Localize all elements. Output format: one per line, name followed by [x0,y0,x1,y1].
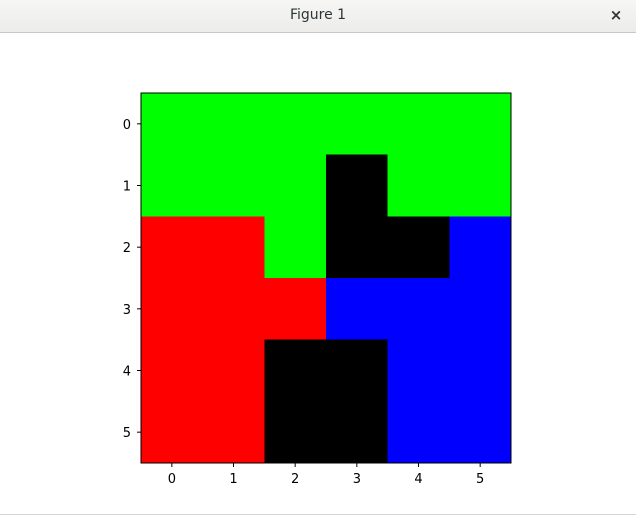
heatmap-cell-3-4 [387,278,450,341]
heatmap-cell-4-5 [449,339,512,402]
y-tick-label-3: 3 [123,303,131,318]
heatmap-cell-3-3 [326,278,389,341]
heatmap-cell-2-0 [141,216,204,279]
y-tick-label-1: 1 [123,180,131,195]
heatmap-cell-2-3 [326,216,389,279]
heatmap-cell-5-3 [326,401,389,464]
heatmap-cell-4-2 [264,339,327,402]
heatmap-cell-4-0 [141,339,204,402]
heatmap-cell-4-1 [202,339,265,402]
heatmap-cell-2-1 [202,216,265,279]
x-tick-label-0: 0 [168,472,176,487]
heatmap-cell-0-5 [449,93,512,156]
x-tick-label-2: 2 [291,472,299,487]
y-tick-label-2: 2 [123,241,131,256]
heatmap-cell-5-2 [264,401,327,464]
heatmap-cell-5-0 [141,401,204,464]
heatmap-cell-1-5 [449,154,512,217]
heatmap-cell-1-2 [264,154,327,217]
heatmap-cell-1-3 [326,154,389,217]
heatmap-cell-3-2 [264,278,327,341]
x-tick-label-3: 3 [353,472,361,487]
heatmap-cell-5-4 [387,401,450,464]
figure-canvas: 0 1 2 3 4 5 0 1 2 3 4 5 [0,34,636,514]
x-tick-label-5: 5 [476,472,484,487]
heatmap-plot: 0 1 2 3 4 5 0 1 2 3 4 5 [123,92,512,487]
heatmap-cell-4-3 [326,339,389,402]
heatmap-cell-3-5 [449,278,512,341]
heatmap-cell-1-4 [387,154,450,217]
heatmap-cell-4-4 [387,339,450,402]
heatmap-cell-2-4 [387,216,450,279]
y-tick-label-0: 0 [123,118,131,133]
heatmap-cell-0-2 [264,93,327,156]
window-titlebar: Figure 1 × [0,0,636,33]
heatmap-cell-3-1 [202,278,265,341]
heatmap-cell-0-1 [202,93,265,156]
y-tick-label-5: 5 [123,426,131,441]
window-bottom-border [0,514,636,515]
heatmap-cell-3-0 [141,278,204,341]
heatmap-cell-0-4 [387,93,450,156]
heatmap-cell-5-1 [202,401,265,464]
heatmap-cell-0-3 [326,93,389,156]
heatmap-cell-2-5 [449,216,512,279]
close-icon[interactable]: × [609,6,623,24]
heatmap-cell-5-5 [449,401,512,464]
window-title: Figure 1 [289,7,347,23]
x-tick-label-1: 1 [229,472,237,487]
y-tick-label-4: 4 [123,365,131,380]
heatmap-cell-1-1 [202,154,265,217]
x-tick-label-4: 4 [414,472,422,487]
heatmap-cell-2-2 [264,216,327,279]
heatmap-cell-1-0 [141,154,204,217]
plot-frame [140,92,512,464]
heatmap-cell-0-0 [141,93,204,156]
